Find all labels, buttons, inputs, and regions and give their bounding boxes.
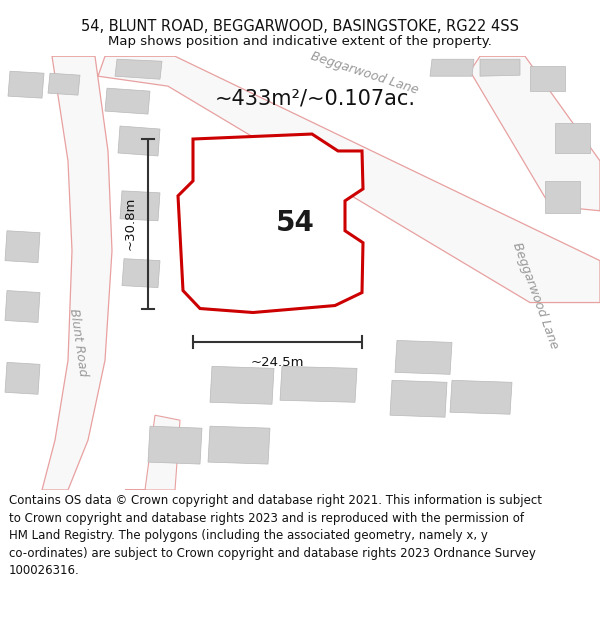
Polygon shape — [280, 366, 357, 403]
Text: Beggarwood Lane: Beggarwood Lane — [509, 241, 560, 351]
Polygon shape — [450, 381, 512, 414]
Polygon shape — [122, 259, 160, 288]
Polygon shape — [98, 56, 600, 302]
Polygon shape — [208, 426, 270, 464]
Text: 54, BLUNT ROAD, BEGGARWOOD, BASINGSTOKE, RG22 4SS: 54, BLUNT ROAD, BEGGARWOOD, BASINGSTOKE,… — [81, 19, 519, 34]
Polygon shape — [228, 224, 302, 264]
Polygon shape — [210, 366, 274, 404]
Text: ~24.5m: ~24.5m — [251, 356, 304, 369]
Polygon shape — [125, 415, 180, 490]
Polygon shape — [115, 59, 162, 79]
Polygon shape — [8, 71, 44, 98]
Text: ~30.8m: ~30.8m — [124, 197, 137, 251]
Polygon shape — [105, 88, 150, 114]
Polygon shape — [120, 191, 160, 221]
Polygon shape — [42, 56, 112, 490]
Polygon shape — [230, 154, 302, 193]
Polygon shape — [530, 66, 565, 91]
Polygon shape — [390, 381, 447, 418]
Polygon shape — [148, 426, 202, 464]
Polygon shape — [480, 59, 520, 76]
Text: Map shows position and indicative extent of the property.: Map shows position and indicative extent… — [108, 35, 492, 48]
Polygon shape — [5, 231, 40, 262]
Polygon shape — [395, 341, 452, 374]
Polygon shape — [5, 362, 40, 394]
Polygon shape — [555, 123, 590, 153]
Text: 54: 54 — [275, 209, 314, 237]
Polygon shape — [178, 134, 363, 312]
Polygon shape — [48, 73, 80, 95]
Text: Beggarwood Lane: Beggarwood Lane — [310, 49, 421, 97]
Text: ~433m²/~0.107ac.: ~433m²/~0.107ac. — [215, 88, 416, 108]
Polygon shape — [430, 59, 474, 76]
Polygon shape — [545, 181, 580, 213]
Polygon shape — [5, 291, 40, 322]
Text: Contains OS data © Crown copyright and database right 2021. This information is : Contains OS data © Crown copyright and d… — [9, 494, 542, 578]
Polygon shape — [118, 126, 160, 156]
Text: Blunt Road: Blunt Road — [67, 308, 89, 378]
Polygon shape — [470, 56, 600, 211]
